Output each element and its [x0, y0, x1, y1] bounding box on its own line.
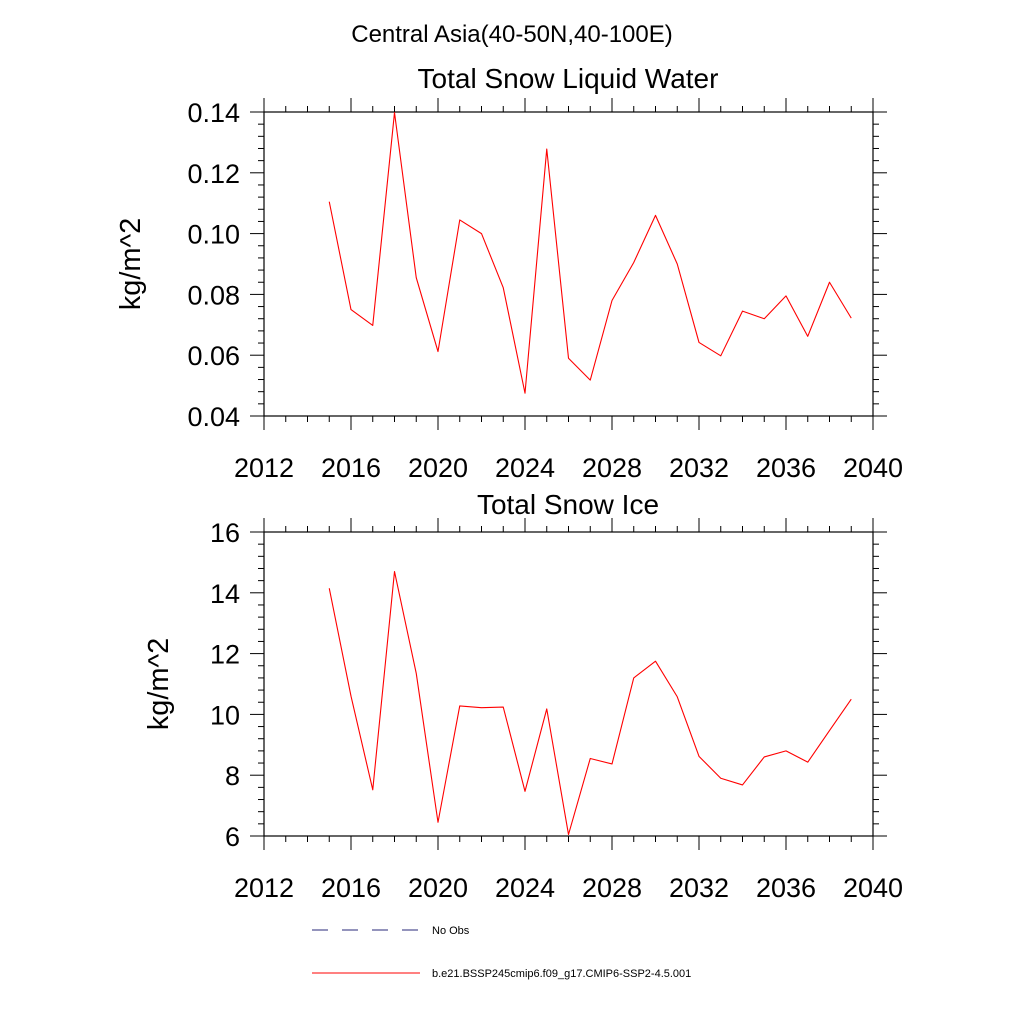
axis-ticks-snow-ice: 2012 2016 2020 2024 2028 2032 2036 2040 6 8 10 12 14…: [210, 518, 903, 903]
x-tick-label: 2028: [582, 873, 642, 903]
y-tick-label: 12: [210, 640, 240, 670]
y-tick-label: 16: [210, 518, 240, 548]
y-tick-label: 6: [225, 822, 240, 852]
y-tick-label: 0.06: [187, 341, 240, 371]
panel-title-liquid-water: Total Snow Liquid Water: [418, 63, 719, 94]
panel-title-snow-ice: Total Snow Ice: [477, 489, 659, 520]
x-tick-label: 2036: [756, 873, 816, 903]
x-tick-label: 2024: [495, 873, 555, 903]
y-tick-label: 8: [225, 761, 240, 791]
x-tick-label: 2032: [669, 453, 729, 483]
legend-label-no-obs: No Obs: [432, 925, 470, 937]
legend: No Obs b.e21.BSSP245cmip6.f09_g17.CMIP6-…: [312, 925, 691, 980]
figure-title: Central Asia(40-50N,40-100E): [351, 21, 673, 48]
y-tick-label: 10: [210, 700, 240, 730]
legend-label-model-run: b.e21.BSSP245cmip6.f09_g17.CMIP6-SSP2-4.…: [432, 968, 691, 980]
legend-item-no-obs: No Obs: [312, 925, 470, 937]
series-marks-liquid-water: [328, 112, 852, 394]
x-tick-label: 2028: [582, 453, 642, 483]
x-tick-label: 2036: [756, 453, 816, 483]
y-axis-label-liquid-water: kg/m^2: [115, 218, 147, 311]
x-tick-label: 2040: [843, 453, 903, 483]
x-tick-label: 2016: [321, 873, 381, 903]
y-tick-label: 14: [210, 579, 240, 609]
x-tick-label: 2016: [321, 453, 381, 483]
x-tick-label: 2020: [408, 453, 468, 483]
series-marks-snow-ice: [328, 570, 852, 836]
y-tick-label: 0.10: [187, 220, 240, 250]
series-line: [328, 112, 852, 394]
y-axis-label-snow-ice: kg/m^2: [143, 638, 175, 731]
legend-item-model-run: b.e21.BSSP245cmip6.f09_g17.CMIP6-SSP2-4.…: [312, 968, 691, 980]
y-tick-label: 0.12: [187, 159, 240, 189]
y-tick-label: 0.08: [187, 280, 240, 310]
y-tick-label: 0.04: [187, 402, 240, 432]
x-tick-label: 2040: [843, 873, 903, 903]
x-tick-label: 2020: [408, 873, 468, 903]
series-line: [328, 570, 852, 836]
y-tick-label: 0.14: [187, 98, 240, 128]
x-tick-label: 2012: [234, 453, 294, 483]
x-tick-label: 2012: [234, 873, 294, 903]
chart-panel-snow-ice: Total Snow Ice kg/m^2 2012 2016 2020 2024 20…: [143, 489, 903, 903]
x-tick-label: 2024: [495, 453, 555, 483]
x-tick-label: 2032: [669, 873, 729, 903]
chart-panel-liquid-water: Total Snow Liquid Water kg/m^2 2012 2016 2…: [115, 63, 903, 483]
axis-ticks-liquid-water: 2012 2016 2020 2024 2028 2032 2036 2040 0.04 0.06…: [187, 98, 903, 483]
